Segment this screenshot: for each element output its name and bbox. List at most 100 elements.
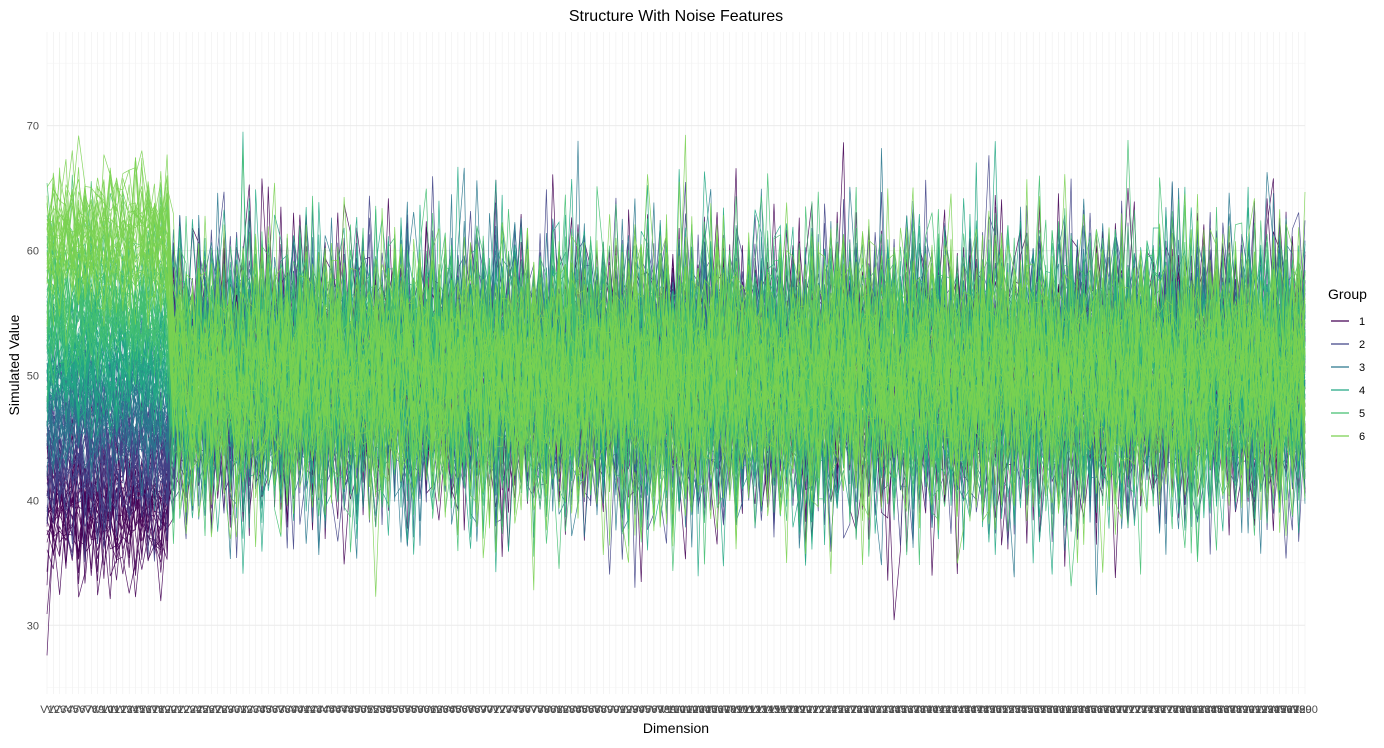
x-tick-label: V177 (1147, 704, 1173, 716)
x-tick-label: V34 (246, 704, 266, 716)
x-tick-label: V36 (258, 704, 278, 716)
y-tick-label: 70 (27, 121, 39, 133)
x-tick-label: V38 (271, 704, 291, 716)
x-tick-label: V30 (221, 704, 241, 716)
x-tick-label: V41 (290, 704, 310, 716)
x-tick-label: V159 (1033, 704, 1059, 716)
x-tick-label: V53 (366, 704, 386, 716)
x-tick-label: V152 (989, 704, 1015, 716)
x-tick-label: V48 (334, 704, 354, 716)
x-tick-label: V46 (322, 704, 342, 716)
x-tick-label: V60 (410, 704, 430, 716)
x-tick-label: V16 (132, 704, 152, 716)
x-tick-label: V17 (138, 704, 158, 716)
x-tick-label: V11 (101, 704, 120, 716)
x-axis-ticks: V1V2V3V4V5V6V7V8V9V10V11V12V13V14V15V16V… (40, 704, 1318, 716)
legend-label-6: 6 (1359, 431, 1365, 443)
x-tick-label: V115 (755, 704, 780, 716)
x-tick-label: V4 (59, 704, 72, 716)
x-tick-label: V3 (53, 704, 66, 716)
legend-title: Group (1328, 286, 1367, 302)
x-tick-label: V77 (518, 704, 538, 716)
legend-label-4: 4 (1359, 385, 1365, 397)
x-tick-label: V39 (277, 704, 297, 716)
x-tick-label: V186 (1204, 704, 1230, 716)
y-axis-title: Simulated Value (6, 314, 22, 415)
x-tick-label: V143 (932, 704, 958, 716)
series-line-group-6 (46, 187, 1306, 544)
x-tick-label: V135 (881, 704, 907, 716)
x-tick-label: V50 (347, 704, 367, 716)
x-tick-label: V26 (195, 704, 215, 716)
x-tick-label: V1 (40, 704, 53, 716)
x-tick-label: V163 (1058, 704, 1084, 716)
x-tick-label: V165 (1071, 704, 1097, 716)
x-tick-label: V126 (824, 704, 850, 716)
x-tick-label: V161 (1046, 704, 1072, 716)
x-tick-label: V130 (850, 704, 876, 716)
x-tick-label: V157 (1020, 704, 1046, 716)
x-tick-label: V10 (94, 704, 114, 716)
x-tick-label: V122 (799, 704, 825, 716)
x-tick-label: V116 (762, 704, 787, 716)
x-tick-label: V184 (1191, 704, 1217, 716)
x-tick-label: V131 (856, 704, 882, 716)
x-tick-label: V72 (486, 704, 506, 716)
x-tick-label: V74 (499, 704, 519, 716)
x-tick-label: V117 (768, 704, 793, 716)
y-tick-label: 40 (27, 495, 39, 507)
x-tick-label: V113 (743, 704, 768, 716)
legend-label-1: 1 (1359, 316, 1365, 328)
series-line-group-6 (46, 135, 1306, 547)
x-tick-label: V179 (1159, 704, 1185, 716)
series-line-group-6 (46, 175, 1306, 538)
x-tick-label: V56 (385, 704, 405, 716)
x-tick-label: V190 (1229, 704, 1255, 716)
x-tick-label: V22 (170, 704, 190, 716)
x-tick-label: V187 (1210, 704, 1236, 716)
x-tick-label: V185 (1197, 704, 1223, 716)
x-tick-label: V192 (1242, 704, 1268, 716)
x-tick-label: V154 (1001, 704, 1027, 716)
series-line-group-6 (46, 154, 1306, 559)
x-tick-label: V147 (957, 704, 983, 716)
y-tick-label: 30 (27, 620, 39, 632)
legend: Group 1 2 3 4 5 6 (1328, 286, 1367, 443)
x-tick-label: V193 (1248, 704, 1274, 716)
x-tick-label: V69 (467, 704, 487, 716)
x-tick-label: V162 (1052, 704, 1078, 716)
x-tick-label: V51 (353, 704, 373, 716)
x-tick-label: V102 (673, 704, 699, 716)
x-tick-label: V96 (638, 704, 658, 716)
x-tick-label: V120 (786, 704, 812, 716)
x-tick-label: V121 (793, 704, 819, 716)
x-tick-label: V106 (698, 704, 724, 716)
x-tick-label: V148 (963, 704, 989, 716)
x-tick-label: V144 (938, 704, 964, 716)
x-tick-label: V13 (113, 704, 133, 716)
x-tick-label: V47 (328, 704, 348, 716)
x-tick-label: V105 (692, 704, 718, 716)
x-tick-label: V108 (711, 704, 737, 716)
x-tick-label: V2 (47, 704, 60, 716)
x-tick-label: V160 (1039, 704, 1065, 716)
x-tick-label: V66 (448, 704, 468, 716)
x-tick-label: V119 (781, 704, 806, 716)
x-tick-label: V42 (296, 704, 316, 716)
x-tick-label: V52 (360, 704, 380, 716)
x-tick-label: V127 (831, 704, 857, 716)
x-tick-label: V91 (606, 704, 626, 716)
x-tick-label: V58 (398, 704, 418, 716)
chart-title: Structure With Noise Features (569, 8, 783, 25)
x-tick-label: V55 (379, 704, 399, 716)
x-tick-label: V167 (1084, 704, 1110, 716)
x-tick-label: V172 (1115, 704, 1141, 716)
legend-label-2: 2 (1359, 339, 1365, 351)
x-tick-label: V33 (240, 704, 260, 716)
x-axis-title: Dimension (643, 720, 709, 736)
x-tick-label: V140 (913, 704, 939, 716)
y-axis-ticks: 30 40 50 60 70 (27, 121, 39, 633)
x-tick-label: V197 (1273, 704, 1299, 716)
x-tick-label: V142 (925, 704, 951, 716)
x-tick-label: V153 (995, 704, 1021, 716)
